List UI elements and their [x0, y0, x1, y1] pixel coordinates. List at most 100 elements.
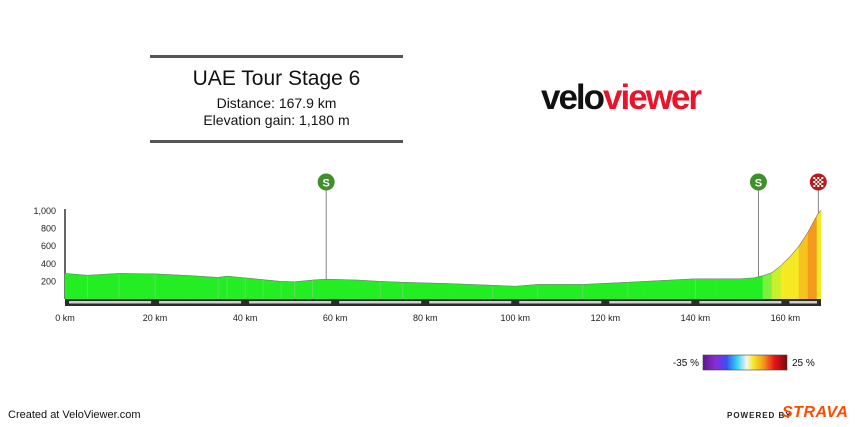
profile-segment — [348, 279, 352, 300]
checker-square — [821, 185, 824, 187]
profile-segment — [463, 284, 466, 300]
profile-segment — [764, 273, 768, 300]
profile-segment — [249, 278, 253, 300]
profile-segment — [98, 274, 102, 300]
x-axis-segment — [159, 301, 242, 304]
profile-segment — [598, 283, 602, 300]
profile-segment — [602, 283, 606, 300]
bottom-rule — [150, 140, 403, 143]
profile-segment — [681, 279, 685, 300]
profile-segment — [298, 280, 302, 300]
profile-segment — [461, 283, 464, 300]
profile-segment — [488, 284, 491, 300]
profile-segment — [204, 276, 208, 300]
profile-segment — [701, 278, 705, 300]
profile-segment — [411, 282, 415, 300]
y-tick-label: 1,000 — [33, 206, 56, 216]
profile-segment — [717, 278, 721, 300]
profile-segment — [404, 282, 408, 300]
profile-segment — [584, 284, 588, 300]
profile-segment — [134, 273, 138, 300]
profile-segment — [494, 285, 498, 300]
profile-segment — [589, 283, 593, 300]
profile-segment — [107, 273, 111, 300]
profile-segment — [179, 274, 183, 300]
profile-segment — [616, 282, 620, 300]
profile-segment — [150, 273, 154, 300]
profile-segment — [350, 279, 354, 300]
profile-segment — [296, 281, 300, 300]
profile-segment — [247, 277, 250, 300]
profile-segment — [100, 274, 104, 300]
profile-segment — [355, 279, 358, 300]
profile-segment — [499, 285, 502, 300]
profile-segment — [706, 278, 710, 300]
profile-segment — [600, 283, 604, 300]
profile-segment — [575, 284, 579, 300]
profile-segment — [145, 273, 149, 300]
x-tick-label: 100 km — [501, 313, 531, 323]
profile-segment — [303, 280, 307, 300]
created-at-text: Created at VeloViewer.com — [8, 409, 141, 421]
profile-segment — [776, 266, 779, 300]
checker-square — [817, 177, 820, 179]
profile-segment — [672, 279, 676, 300]
checker-square — [817, 185, 820, 187]
profile-segment — [688, 278, 692, 300]
profile-segment — [197, 275, 201, 300]
profile-segment — [159, 273, 163, 300]
profile-segment — [440, 283, 444, 300]
profile-segment — [668, 279, 671, 300]
profile-segment — [787, 256, 791, 300]
profile-segment — [109, 273, 113, 300]
profile-segment — [816, 211, 820, 300]
profile-segment — [384, 281, 388, 300]
profile-segment — [800, 238, 804, 300]
profile-segment — [560, 284, 563, 300]
profile-segment — [789, 253, 793, 300]
profile-segment — [744, 278, 748, 300]
profile-segment — [193, 275, 196, 300]
profile-segment — [546, 284, 550, 300]
profile-segment — [267, 279, 271, 300]
sprint-label: S — [755, 178, 762, 190]
profile-segment — [240, 277, 244, 300]
profile-segment — [307, 280, 311, 300]
profile-segment — [213, 276, 217, 300]
profile-segment — [814, 215, 818, 300]
profile-segment — [551, 284, 554, 300]
profile-segment — [177, 274, 181, 300]
x-tick-label: 120 km — [591, 313, 621, 323]
profile-segment — [638, 281, 642, 300]
profile-segment — [526, 284, 529, 300]
profile-segment — [569, 284, 572, 300]
y-tick-label: 600 — [41, 241, 56, 251]
profile-segment — [501, 285, 505, 300]
profile-segment — [674, 279, 678, 300]
profile-segment — [188, 275, 192, 300]
profile-segment — [742, 278, 746, 300]
gradient-max-label: 25 % — [792, 358, 815, 369]
profile-segment — [686, 278, 689, 300]
profile-segment — [447, 283, 451, 300]
profile-segment — [175, 274, 178, 300]
profile-segment — [357, 279, 361, 300]
profile-segment — [323, 278, 327, 300]
profile-segment — [812, 219, 815, 300]
profile-segment — [112, 273, 115, 300]
profile-segment — [564, 284, 568, 300]
profile-segment — [659, 280, 662, 300]
profile-segment — [334, 279, 338, 300]
profile-segment — [321, 279, 325, 300]
checker-square — [819, 179, 822, 181]
profile-segment — [573, 284, 577, 300]
profile-segment — [161, 274, 165, 300]
profile-segment — [479, 284, 482, 300]
profile-segment — [562, 284, 565, 300]
profile-segment — [510, 285, 514, 300]
profile-segment — [301, 280, 304, 300]
profile-segment — [503, 285, 507, 300]
profile-segment — [375, 280, 379, 300]
profile-segment — [715, 278, 719, 300]
veloviewer-logo: veloviewer — [541, 80, 702, 115]
